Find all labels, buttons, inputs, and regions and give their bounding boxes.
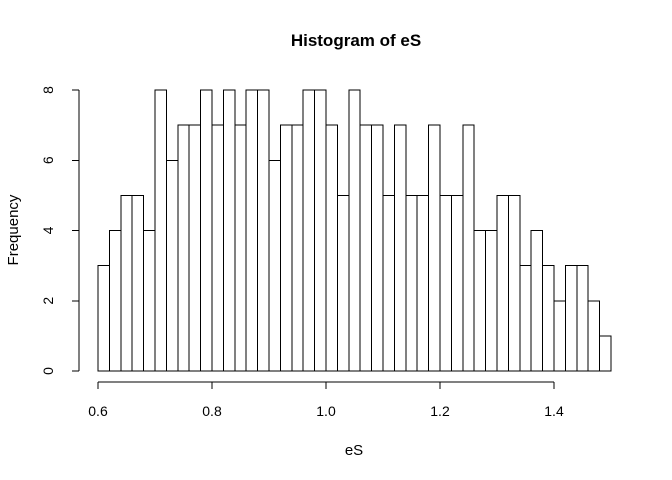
histogram-bar [234,124,247,372]
histogram-bar [359,124,373,372]
histogram-bar [222,89,236,372]
histogram-bar [564,265,578,372]
histogram-bar [268,159,281,372]
histogram-bar [177,124,190,372]
histogram-bar [439,194,452,372]
x-tick-label: 1.4 [544,403,564,419]
histogram-bar [371,124,384,372]
histogram-bar [165,159,179,372]
histogram-bar [382,194,395,372]
histogram-bar [279,124,293,372]
histogram-bar [245,89,259,372]
bars-group [97,89,612,372]
histogram-bar [143,230,156,372]
histogram-bar [530,230,544,372]
chart-title: Histogram of eS [291,31,421,50]
histogram-bar [131,194,145,372]
y-tick-label: 0 [40,367,56,375]
y-tick-label: 2 [40,297,56,305]
histogram-bar [257,89,270,372]
histogram-bar [325,124,338,372]
y-tick-label: 6 [40,156,56,164]
histogram-bar [576,265,589,372]
histogram-bar [553,300,566,372]
histogram-bar [302,89,316,372]
x-tick-label: 1.2 [430,403,450,419]
histogram-bar [519,265,532,372]
histogram-bar [120,194,133,372]
histogram-bar [542,265,555,372]
histogram-bar [599,335,612,372]
y-axis-label: Frequency [5,194,22,265]
histogram-bar [348,89,361,372]
histogram-bar [200,89,213,372]
histogram-bar [154,89,167,372]
y-tick-label: 4 [40,226,56,234]
histogram-bar [485,230,498,372]
histogram-bar [405,194,418,372]
y-axis: 0 2 4 6 8 [40,86,80,375]
histogram-bar [314,89,327,372]
histogram-bar [108,230,122,372]
histogram-bar [393,124,407,372]
histogram-bar [450,194,464,372]
x-tick-label: 0.8 [202,403,222,419]
histogram-bar [507,194,521,372]
histogram-bar [462,124,475,372]
histogram-bar [97,265,110,372]
x-axis: 0.6 0.8 1.0 1.2 1.4 [88,381,564,419]
histogram-bar [211,124,224,372]
histogram-bar [473,230,487,372]
x-tick-label: 1.0 [316,403,336,419]
histogram-bar [496,194,509,372]
x-axis-label: eS [345,442,363,459]
histogram-bar [291,124,304,372]
histogram-bar [188,124,202,372]
x-tick-label: 0.6 [88,403,108,419]
histogram-bar [416,194,430,372]
histogram-bar [428,124,441,372]
histogram-bar [587,300,601,372]
histogram-bar [336,194,350,372]
y-tick-label: 8 [40,86,56,94]
